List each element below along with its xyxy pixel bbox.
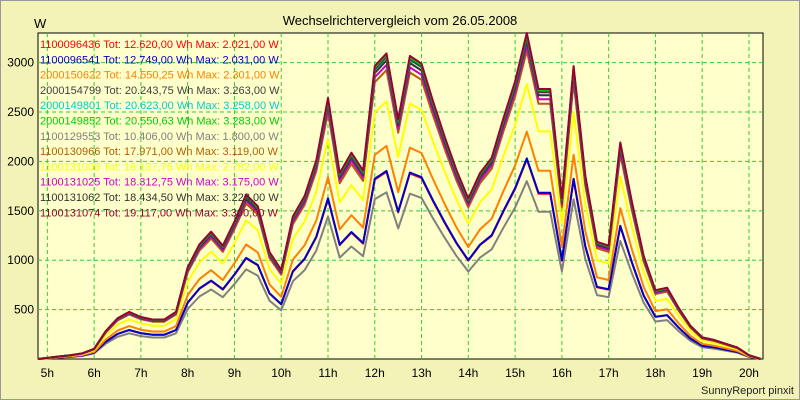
series-line-1100131074 bbox=[37, 32, 762, 360]
x-tick-label: 17h bbox=[599, 366, 619, 380]
y-tick-label: 3000 bbox=[7, 56, 34, 70]
y-tick-label: 2000 bbox=[7, 154, 34, 168]
series-line-1100096541 bbox=[37, 157, 761, 360]
x-tick-label: 12h bbox=[365, 366, 385, 380]
legend-entry-1100130966: 1100130966 Tot: 17.971,00 Wh Max: 3.119,… bbox=[40, 146, 279, 158]
y-tick-label: 500 bbox=[14, 303, 34, 317]
legend: 1100096436 Tot: 12.620,00 Wh Max: 2.021,… bbox=[40, 39, 280, 219]
x-tick-label: 14h bbox=[458, 366, 478, 380]
legend-entry-1100131062: 1100131062 Tot: 18.434,50 Wh Max: 3.223,… bbox=[40, 192, 279, 204]
footer-credit: SunnyReport pinxit bbox=[701, 385, 794, 397]
x-tick-label: 8h bbox=[181, 366, 194, 380]
y-axis-unit-label: W bbox=[34, 16, 47, 31]
legend-entry-1100096541: 1100096541 Tot: 12.749,00 Wh Max: 2.031,… bbox=[40, 54, 279, 66]
x-tick-label: 20h bbox=[739, 366, 759, 380]
series-line-1100129553 bbox=[37, 180, 761, 360]
chart-title: Wechselrichtervergleich vom 26.05.2008 bbox=[283, 13, 518, 28]
y-tick-label: 2500 bbox=[7, 105, 34, 119]
legend-entry-1100131008: 1100131008 Tot: 16.137,75 Wh Max: 2.782,… bbox=[40, 161, 279, 173]
series-layer bbox=[37, 32, 762, 360]
y-tick-label: 1500 bbox=[7, 204, 34, 218]
legend-entry-1100131074: 1100131074 Tot: 19.117,00 Wh Max: 3.300,… bbox=[40, 207, 279, 219]
x-tick-label: 5h bbox=[41, 366, 54, 380]
x-tick-label: 9h bbox=[228, 366, 241, 380]
legend-entry-1100131025: 1100131025 Tot: 18.312,75 Wh Max: 3.175,… bbox=[40, 177, 279, 189]
legend-entry-2000149852: 2000149852 Tot: 20.550,63 Wh Max: 3.283,… bbox=[40, 116, 280, 128]
x-tick-label: 7h bbox=[134, 366, 147, 380]
x-tick-label: 13h bbox=[412, 366, 432, 380]
legend-entry-1100096436: 1100096436 Tot: 12.620,00 Wh Max: 2.021,… bbox=[40, 39, 279, 51]
x-tick-label: 6h bbox=[87, 366, 100, 380]
plot-area bbox=[37, 32, 764, 360]
x-tick-label: 18h bbox=[645, 366, 665, 380]
y-tick-label: 1000 bbox=[7, 253, 34, 267]
legend-entry-2000154799: 2000154799 Tot: 20.243,75 Wh Max: 3.263,… bbox=[40, 85, 280, 97]
legend-entry-2000149801: 2000149801 Tot: 20.623,00 Wh Max: 3.258,… bbox=[40, 100, 280, 112]
x-tick-label: 15h bbox=[505, 366, 525, 380]
x-tick-label: 16h bbox=[552, 366, 572, 380]
x-tick-label: 10h bbox=[271, 366, 291, 380]
series-line-2000150622 bbox=[37, 130, 761, 360]
series-line-1100131008 bbox=[37, 83, 761, 360]
x-tick-label: 11h bbox=[318, 366, 337, 380]
legend-entry-1100129553: 1100129553 Tot: 10.406,00 Wh Max: 1.800,… bbox=[40, 131, 279, 143]
x-tick-label: 19h bbox=[692, 366, 712, 380]
legend-entry-2000150622: 2000150622 Tot: 14.550,25 Wh Max: 2.301,… bbox=[40, 70, 280, 82]
axis-layer: 500 1000 1500 2000 2500 3000 5h 6h 7h 8h 9h 10h 11h 1… bbox=[7, 56, 759, 380]
